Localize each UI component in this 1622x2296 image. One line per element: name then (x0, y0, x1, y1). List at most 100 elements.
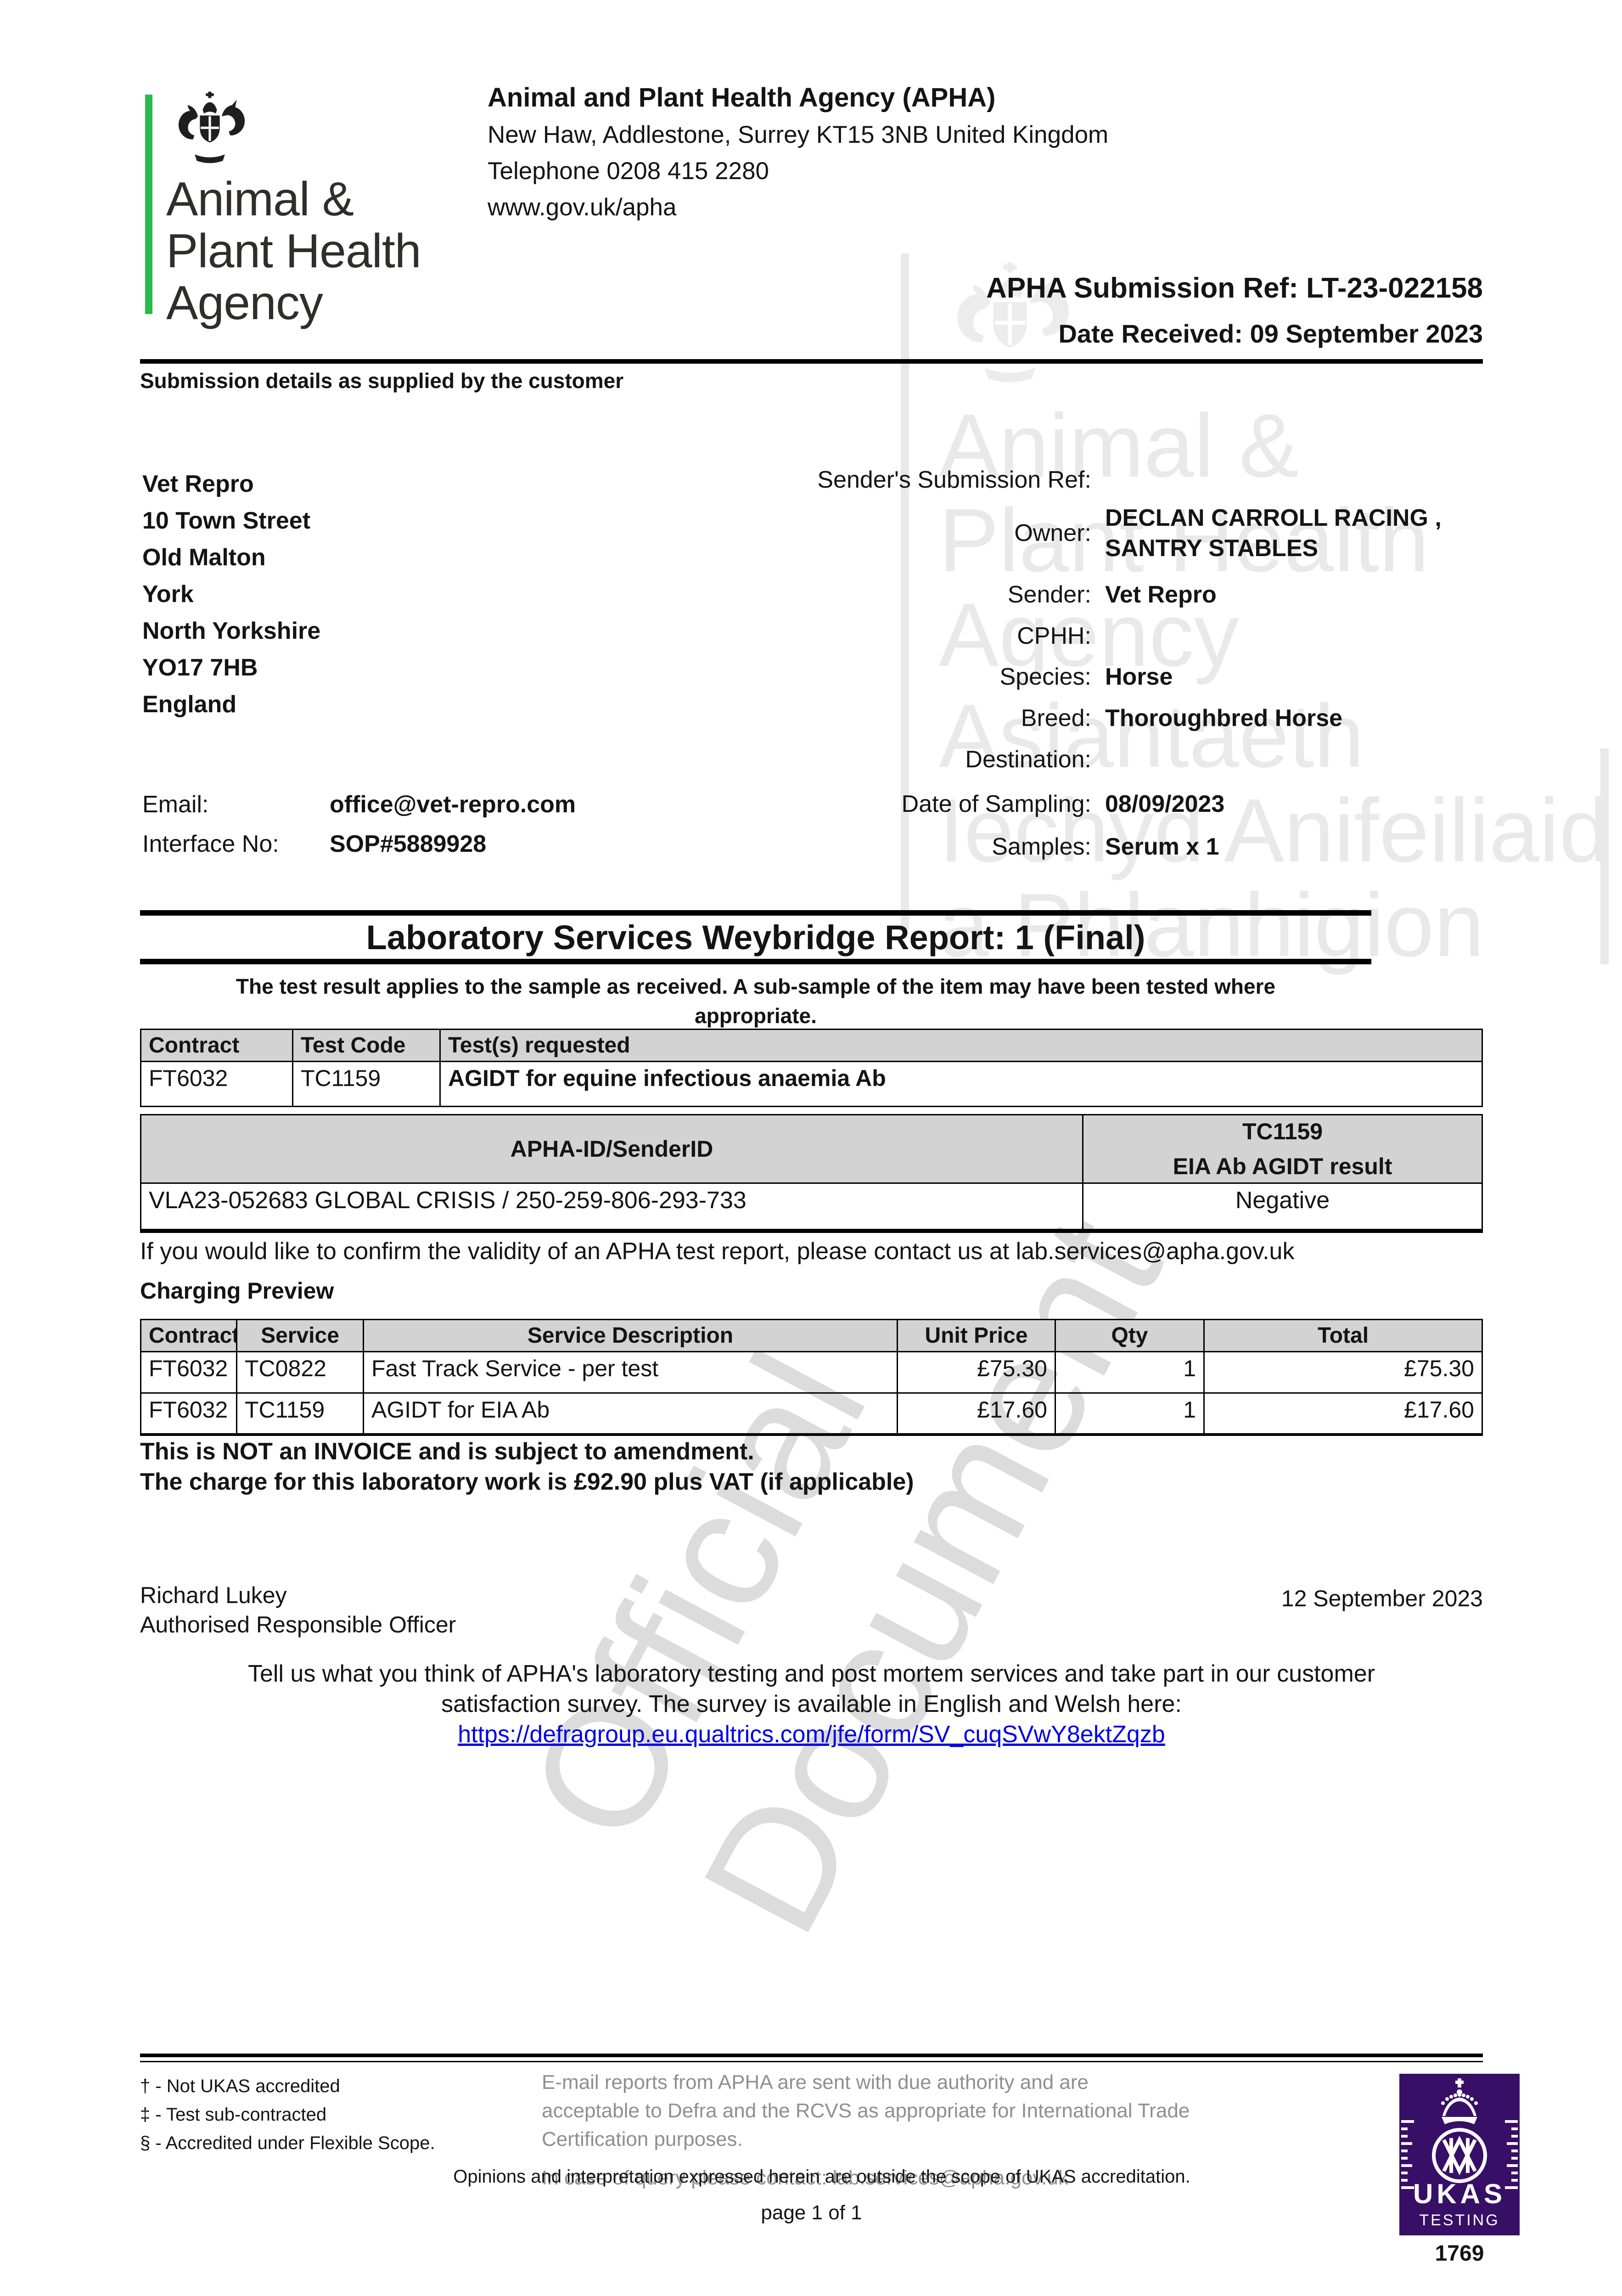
customer-address-line: YO17 7HB (142, 654, 258, 681)
submission-ref-value: LT-23-022158 (1306, 272, 1483, 304)
field-label: Owner: (1014, 520, 1091, 546)
query-contact-line: In case of query please contact: lab.ser… (542, 2167, 1068, 2189)
ukas-testing-badge: UKAS TESTING (1399, 2074, 1520, 2235)
submission-ref-block: APHA Submission Ref: LT-23-022158 Date R… (140, 272, 1483, 349)
watermark-brand-line: Plant Health (939, 490, 1429, 591)
report-disclaimer-line: appropriate. (695, 1004, 817, 1028)
email-notice-block: E-mail reports from APHA are sent with d… (542, 2068, 1190, 2192)
survey-text-line: Tell us what you think of APHA's laborat… (247, 1660, 1375, 1687)
column-header: APHA-ID/SenderID (140, 1114, 1083, 1184)
field-value: Vet Repro (1105, 581, 1217, 608)
cell-contract: FT6032 (140, 1061, 293, 1107)
footer-rule-top (140, 2054, 1483, 2057)
report-date: 12 September 2023 (1281, 1586, 1483, 1611)
field-row: Samples: Serum x 1 (801, 832, 1499, 862)
logo-wordmark: Animal & Plant Health Agency (166, 174, 421, 329)
cell-qty: 1 (1055, 1351, 1205, 1394)
table-row: FT6032 TC1159 AGIDT for EIA Ab £17.60 1 … (140, 1392, 1483, 1436)
customer-address-line: England (142, 691, 237, 718)
column-header: Service (236, 1319, 364, 1352)
field-row: Date of Sampling: 08/09/2023 (801, 789, 1499, 819)
column-header: Total (1203, 1319, 1483, 1352)
logo-green-bar (145, 95, 152, 314)
field-label: Sender's Submission Ref: (817, 467, 1091, 493)
footnote: ‡ - Test sub-contracted (140, 2105, 327, 2125)
interface-no-value: SOP#5889928 (330, 831, 487, 857)
logo-line: Plant Health (166, 225, 421, 278)
date-received-value: 09 September 2023 (1250, 319, 1483, 348)
validity-note: If you would like to confirm the validit… (140, 1238, 1295, 1265)
field-label: CPHH: (1017, 623, 1091, 649)
column-header: Service Description (363, 1319, 898, 1352)
column-header: Unit Price (897, 1319, 1056, 1352)
table-row: FT6032 TC0822 Fast Track Service - per t… (140, 1351, 1483, 1394)
customer-address-line: York (142, 581, 194, 608)
report-disclaimer: The test result applies to the sample as… (140, 972, 1371, 1030)
survey-block: Tell us what you think of APHA's laborat… (140, 1659, 1483, 1750)
header-rule (140, 359, 1483, 364)
cell-sample-id: VLA23-052683 GLOBAL CRISIS / 250-259-806… (140, 1182, 1083, 1233)
cell-description: AGIDT for EIA Ab (363, 1392, 898, 1436)
field-value: Serum x 1 (1105, 833, 1219, 860)
interface-no-label: Interface No: (142, 831, 279, 857)
table-row: FT6032 TC1159 AGIDT for equine infectiou… (140, 1061, 1483, 1107)
ukas-note: Opinions and interpretation expressed he… (453, 2167, 1190, 2187)
logo-line: Animal & (166, 173, 354, 226)
results-table: APHA-ID/SenderID TC1159 EIA Ab AGIDT res… (140, 1114, 1483, 1233)
field-row: Species: Horse (801, 662, 1499, 692)
column-header: Qty (1055, 1319, 1205, 1352)
column-header: Contract (140, 1319, 237, 1352)
field-label: Species: (999, 664, 1091, 690)
tests-requested-table: Contract Test Code Test(s) requested FT6… (140, 1029, 1483, 1107)
invoice-note-line: The charge for this laboratory work is £… (140, 1469, 914, 1495)
page-number: page 1 of 1 (761, 2201, 862, 2224)
cell-contract: FT6032 (140, 1392, 237, 1436)
customer-address-line: North Yorkshire (142, 618, 321, 644)
invoice-note-line: This is NOT an INVOICE and is subject to… (140, 1438, 754, 1465)
cell-contract: FT6032 (140, 1351, 237, 1394)
invoice-note: This is NOT an INVOICE and is subject to… (140, 1436, 914, 1497)
field-row: Sender's Submission Ref: (801, 465, 1499, 495)
charging-table: Contract Service Service Description Uni… (140, 1319, 1483, 1436)
customer-address-line: Vet Repro (142, 471, 254, 497)
email-notice-line: Certification purposes. (542, 2128, 743, 2150)
cell-test-code: TC1159 (292, 1061, 441, 1107)
footer-rule-bottom (140, 2061, 1483, 2062)
field-label: Samples: (992, 833, 1091, 860)
cell-total: £75.30 (1203, 1351, 1483, 1394)
royal-crest-icon (178, 91, 245, 163)
watermark-brand-line: a Phlanhigion (939, 875, 1484, 975)
agency-address: New Haw, Addlestone, Surrey KT15 3NB Uni… (488, 121, 1109, 148)
title-rule-top (140, 910, 1371, 916)
watermark-brand-line: Iechyd Anifeiliaid (939, 780, 1610, 881)
submission-ref-label: APHA Submission Ref: (986, 272, 1298, 304)
cell-unit-price: £75.30 (897, 1351, 1056, 1394)
submission-heading: Submission details as supplied by the cu… (140, 369, 624, 393)
column-header: Contract (140, 1029, 293, 1062)
table-row: VLA23-052683 GLOBAL CRISIS / 250-259-806… (140, 1182, 1483, 1233)
ukas-emblem-icon (1432, 2128, 1487, 2183)
cell-total: £17.60 (1203, 1392, 1483, 1436)
customer-address-block: Vet Repro 10 Town Street Old Malton York… (142, 466, 320, 723)
agency-website: www.gov.uk/apha (488, 194, 677, 221)
column-header-result-type: EIA Ab AGIDT result (1173, 1154, 1392, 1179)
ukas-crown-icon (1441, 2078, 1478, 2124)
cell-unit-price: £17.60 (897, 1392, 1056, 1436)
email-notice-line: E-mail reports from APHA are sent with d… (542, 2071, 1089, 2093)
customer-address-line: 10 Town Street (142, 507, 311, 534)
email-label: Email: (142, 791, 209, 818)
survey-link[interactable]: https://defragroup.eu.qualtrics.com/jfe/… (458, 1721, 1165, 1748)
field-row: Sender: Vet Repro (801, 580, 1499, 610)
ukas-wordmark: UKAS (1413, 2178, 1506, 2209)
charging-heading: Charging Preview (140, 1278, 334, 1304)
cell-service: TC1159 (236, 1392, 364, 1436)
field-row: Destination: (801, 744, 1499, 775)
logo-line: Agency (166, 276, 323, 330)
watermark-bar (901, 253, 909, 929)
agency-name: Animal and Plant Health Agency (APHA) (488, 83, 996, 113)
footnote: § - Accredited under Flexible Scope. (140, 2133, 435, 2153)
field-row: CPHH: (801, 621, 1499, 651)
email-notice-line: acceptable to Defra and the RCVS as appr… (542, 2099, 1190, 2122)
field-label: Breed: (1021, 705, 1091, 732)
